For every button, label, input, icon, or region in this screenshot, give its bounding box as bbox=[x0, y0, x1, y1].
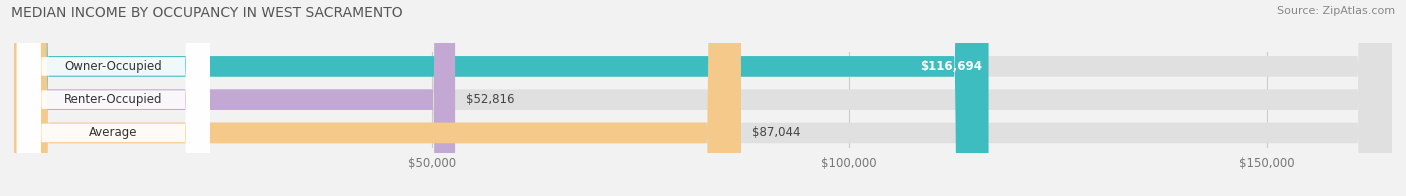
Text: Owner-Occupied: Owner-Occupied bbox=[65, 60, 162, 73]
FancyBboxPatch shape bbox=[14, 0, 1392, 196]
Text: MEDIAN INCOME BY OCCUPANCY IN WEST SACRAMENTO: MEDIAN INCOME BY OCCUPANCY IN WEST SACRA… bbox=[11, 6, 404, 20]
FancyBboxPatch shape bbox=[14, 0, 1392, 196]
Text: $116,694: $116,694 bbox=[920, 60, 981, 73]
Text: $52,816: $52,816 bbox=[467, 93, 515, 106]
Text: Renter-Occupied: Renter-Occupied bbox=[65, 93, 163, 106]
Text: Average: Average bbox=[89, 126, 138, 139]
FancyBboxPatch shape bbox=[17, 0, 209, 196]
Text: $87,044: $87,044 bbox=[752, 126, 800, 139]
FancyBboxPatch shape bbox=[17, 0, 209, 196]
FancyBboxPatch shape bbox=[14, 0, 1392, 196]
FancyBboxPatch shape bbox=[14, 0, 988, 196]
FancyBboxPatch shape bbox=[14, 0, 741, 196]
Text: Source: ZipAtlas.com: Source: ZipAtlas.com bbox=[1277, 6, 1395, 16]
FancyBboxPatch shape bbox=[14, 0, 456, 196]
FancyBboxPatch shape bbox=[17, 0, 209, 196]
